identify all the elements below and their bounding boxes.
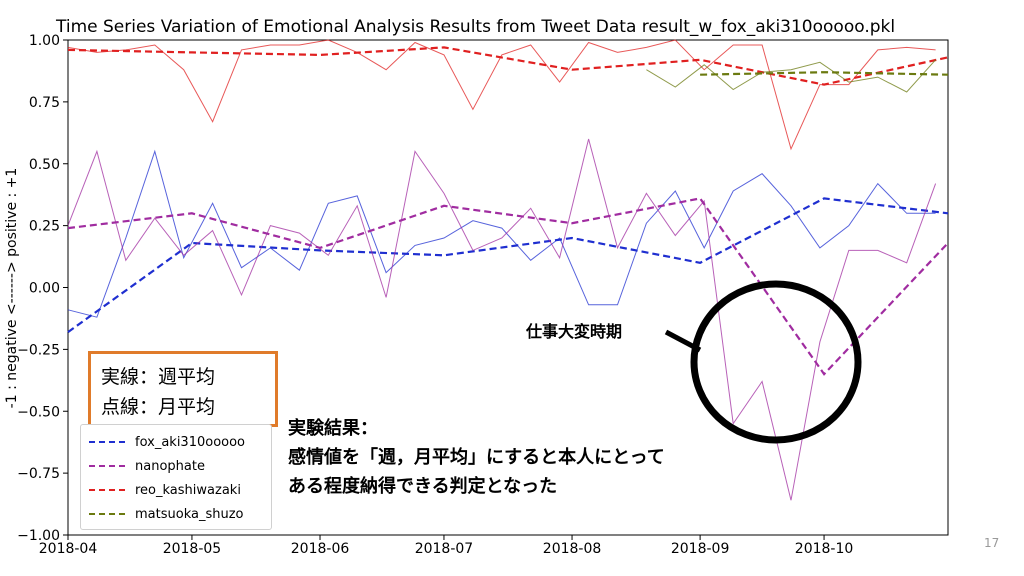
x-tick-label: 2018-10 xyxy=(795,541,854,557)
x-tick-label: 2018-05 xyxy=(163,541,222,557)
y-tick-label: −0.25 xyxy=(17,342,60,358)
monthly-line-matsuoka-shuzo xyxy=(700,71,949,76)
result-line-1: 実験結果： xyxy=(288,418,378,439)
chart-title: Time Series Variation of Emotional Analy… xyxy=(55,17,895,37)
y-tick-label: 0.75 xyxy=(29,95,60,111)
y-tick-label: −0.50 xyxy=(17,404,60,420)
legend-swatch xyxy=(89,465,125,467)
legend-swatch xyxy=(89,513,125,515)
y-tick-label: −1.00 xyxy=(17,528,60,544)
y-tick-label: 0.25 xyxy=(29,219,60,235)
line-style-note: 実線：週平均 点線：月平均 xyxy=(88,351,278,427)
legend-label: fox_aki310ooooo xyxy=(135,434,246,450)
monthly-line-fox-aki310ooooo xyxy=(67,197,949,333)
monthly-line-reo-kashiwazaki xyxy=(67,46,949,86)
experiment-result-text: 実験結果： 感情値を「週，月平均」にすると本人にとって ある程度納得できる判定と… xyxy=(288,414,665,501)
result-line-3: ある程度納得できる判定となった xyxy=(288,476,558,497)
busy-period-pointer xyxy=(664,329,702,353)
busy-period-circle xyxy=(690,280,862,444)
legend-swatch xyxy=(89,489,125,491)
legend-swatch xyxy=(89,441,125,443)
weekly-line-reo-kashiwazaki xyxy=(67,39,936,151)
y-tick-label: 0.00 xyxy=(29,281,60,297)
note-solid-line: 実線：週平均 xyxy=(101,366,216,388)
legend-entry: reo_kashiwazaki xyxy=(89,479,241,501)
x-tick-label: 2018-08 xyxy=(543,541,602,557)
y-tick-label: −0.75 xyxy=(17,466,60,482)
monthly-line-nanophate xyxy=(67,197,949,376)
busy-period-label: 仕事大変時期 xyxy=(526,322,623,341)
result-line-2: 感情値を「週，月平均」にすると本人にとって xyxy=(288,447,665,468)
legend-label: reo_kashiwazaki xyxy=(135,482,241,498)
legend-label: nanophate xyxy=(135,458,205,474)
weekly-line-matsuoka-shuzo xyxy=(646,59,936,93)
weekly-line-fox-aki310ooooo xyxy=(67,149,936,318)
legend-entry: fox_aki310ooooo xyxy=(89,431,245,453)
x-tick-label: 2018-07 xyxy=(415,541,474,557)
x-tick-label: 2018-04 xyxy=(39,541,98,557)
y-axis-ticks: 1.00 0.75 0.50 0.25 0.00 −0.25 −0.50 −0.75 −1.00 xyxy=(17,33,68,544)
x-tick-label: 2018-09 xyxy=(671,541,730,557)
y-tick-label: 1.00 xyxy=(29,33,60,49)
page-number: 17 xyxy=(984,536,1000,550)
y-tick-label: 0.50 xyxy=(29,157,60,173)
weekly-line-nanophate xyxy=(67,138,937,501)
note-dashed-line: 点線：月平均 xyxy=(101,396,216,418)
legend-entry: matsuoka_shuzo xyxy=(89,503,244,525)
x-tick-label: 2018-06 xyxy=(291,541,350,557)
y-axis-label: -1 : negative <------> positive : +1 xyxy=(4,168,20,409)
series-layer xyxy=(67,39,949,501)
x-axis-ticks: 2018-04 2018-05 2018-06 2018-07 2018-08 2018-… xyxy=(39,535,854,557)
legend-label: matsuoka_shuzo xyxy=(135,506,244,522)
legend-entry: nanophate xyxy=(89,455,205,477)
